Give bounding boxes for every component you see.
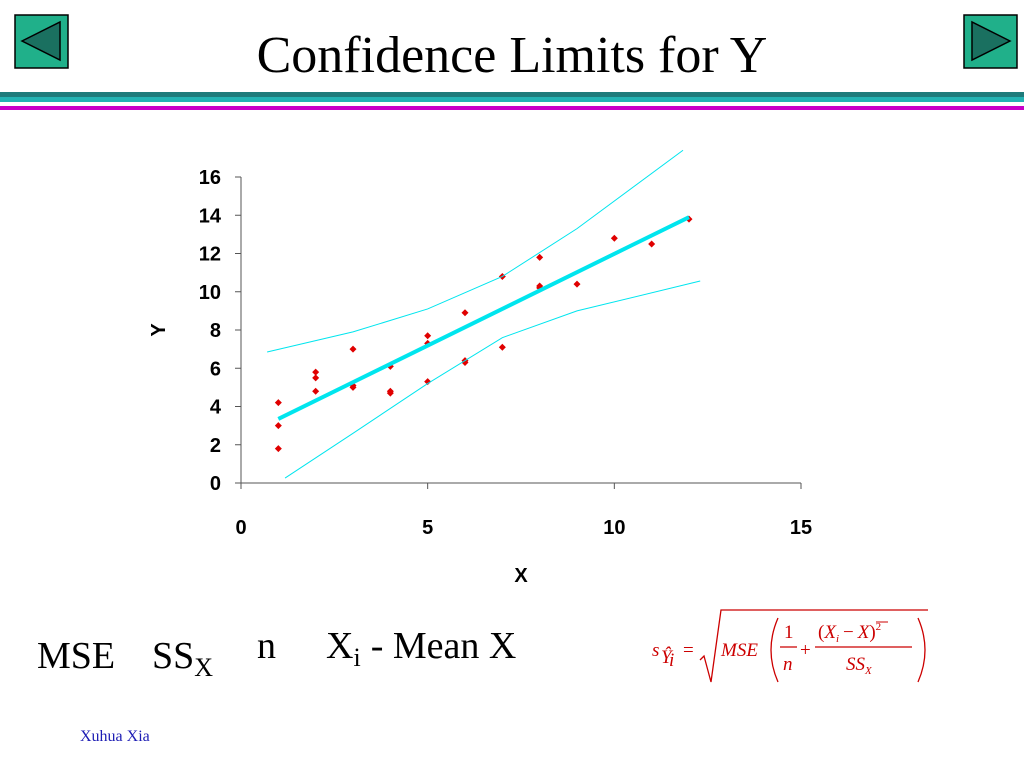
formula-one: 1 xyxy=(784,622,794,643)
data-point xyxy=(312,387,320,395)
data-point xyxy=(312,374,320,382)
data-point xyxy=(498,343,506,351)
y-tick-label: 0 xyxy=(210,473,221,495)
data-point xyxy=(536,253,544,261)
term: X xyxy=(326,625,353,667)
x-tick-label: 5 xyxy=(422,517,433,539)
data-point xyxy=(274,445,282,453)
subscript: X xyxy=(194,653,213,682)
f-part: 2 xyxy=(876,621,882,633)
formula-mse: MSE xyxy=(720,640,758,661)
y-tick-label: 10 xyxy=(199,282,221,304)
f-part: ( xyxy=(818,622,824,643)
curve xyxy=(284,280,701,479)
y-tick-label: 12 xyxy=(199,244,221,266)
prev-button[interactable] xyxy=(14,14,69,69)
left-arrow[interactable] xyxy=(20,20,61,62)
slide-title: Confidence Limits for Y xyxy=(257,27,768,84)
f-part: − xyxy=(843,622,854,643)
y-tick-label: 8 xyxy=(210,320,221,342)
term: SS xyxy=(152,635,194,677)
data-point xyxy=(461,359,469,367)
y-tick-label: 4 xyxy=(210,397,222,419)
formula-n: n xyxy=(783,654,793,675)
chart: 0 2 4 6 8 10 12 14 16 0 5 10 15 X Y xyxy=(148,149,812,587)
formula-s: s xyxy=(652,640,659,661)
next-button[interactable] xyxy=(963,14,1018,69)
sqrt-sign xyxy=(699,609,928,683)
f-part: X xyxy=(857,622,871,643)
curve xyxy=(277,215,690,421)
data-point xyxy=(424,378,432,386)
term: n xyxy=(257,625,276,667)
rule xyxy=(0,97,1024,102)
data-point xyxy=(424,332,432,340)
y-axis-label: Y xyxy=(148,323,170,337)
f-part: SS xyxy=(846,654,866,675)
rule xyxy=(0,106,1024,110)
term: MSE xyxy=(37,635,115,677)
y-tick-label: 2 xyxy=(210,435,221,457)
f-part: ) xyxy=(869,622,875,643)
paren xyxy=(917,617,926,683)
data-point xyxy=(573,280,581,288)
rule xyxy=(0,92,1024,97)
data-point xyxy=(461,309,469,317)
formula-sub: Ŷ xyxy=(661,646,674,668)
paren xyxy=(770,617,779,683)
formula: s Ŷ i = MSE 1 n + (Xi − X)2 SSX xyxy=(652,609,928,683)
formula-ss: SSX xyxy=(846,654,873,677)
data-point xyxy=(648,240,656,248)
data-point xyxy=(610,234,618,242)
right-arrow[interactable] xyxy=(971,20,1012,62)
x-tick-label: 10 xyxy=(603,517,625,539)
formula-plus: + xyxy=(800,640,811,661)
formula-sub: i xyxy=(669,650,674,671)
footer-author: Xuhua Xia xyxy=(80,728,150,745)
curve xyxy=(267,149,684,353)
subscript: i xyxy=(353,643,360,672)
data-point xyxy=(274,399,282,407)
y-tick-label: 6 xyxy=(210,358,221,380)
formula-eq: = xyxy=(683,640,694,661)
x-tick-label: 15 xyxy=(790,517,812,539)
f-part: i xyxy=(836,633,839,645)
data-point xyxy=(274,422,282,430)
data-point xyxy=(349,345,357,353)
y-tick-label: 16 xyxy=(199,167,221,189)
y-tick-label: 14 xyxy=(199,205,222,227)
x-axis-label: X xyxy=(514,565,528,587)
data-point xyxy=(386,389,394,397)
x-tick-label: 0 xyxy=(235,517,246,539)
formula-numerator: (Xi − X)2 xyxy=(818,621,881,645)
f-part: X xyxy=(823,622,837,643)
term: - Mean X xyxy=(371,625,517,667)
data-point xyxy=(312,368,320,376)
f-part: X xyxy=(864,665,873,677)
terms: MSE SSXn Xi - Mean X xyxy=(37,625,516,682)
data-point xyxy=(349,383,357,391)
